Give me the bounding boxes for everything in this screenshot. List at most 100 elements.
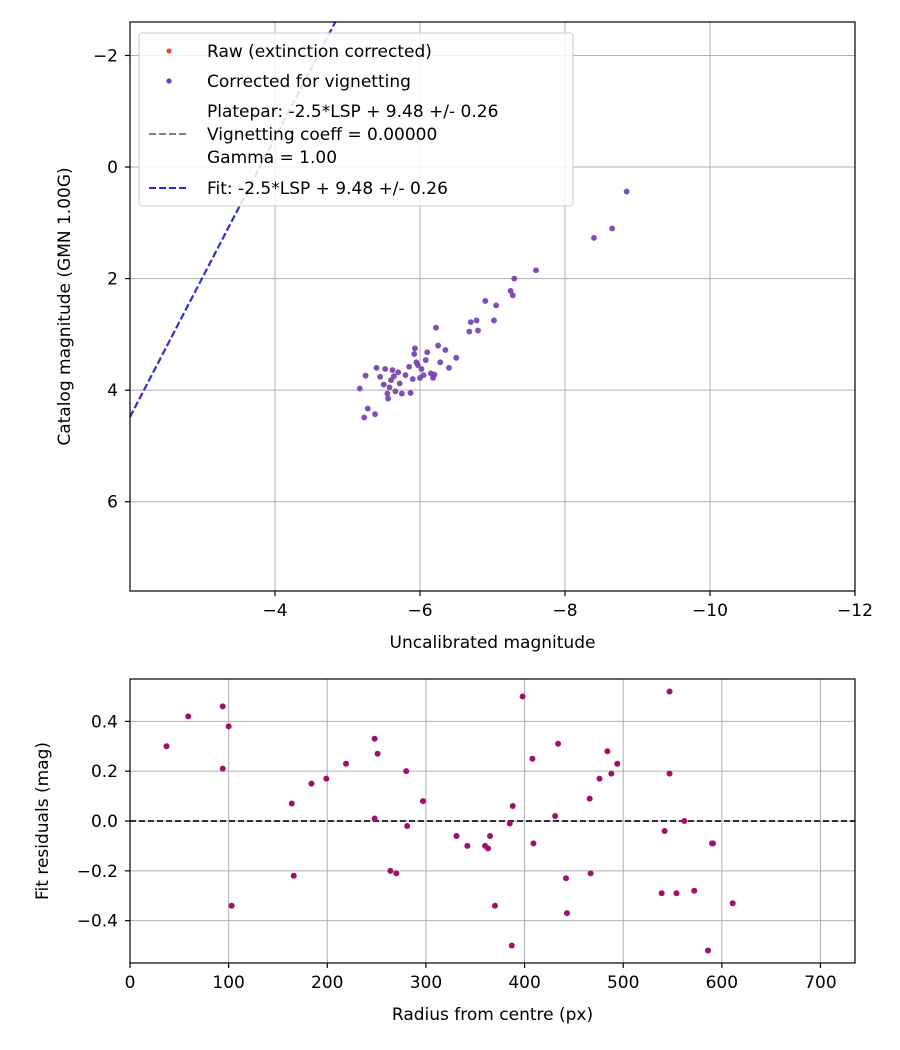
corrected-point bbox=[384, 390, 391, 397]
residual-point bbox=[419, 798, 426, 805]
residual-point bbox=[555, 740, 562, 747]
corrected-point bbox=[411, 351, 418, 357]
corrected-point bbox=[391, 373, 397, 380]
legend-gamma-text: Gamma = 1.00 bbox=[207, 148, 337, 168]
residual-point bbox=[371, 735, 378, 742]
residual-point bbox=[464, 842, 471, 849]
top-y-tick-label: 4 bbox=[107, 381, 118, 401]
bot-y-tick-label: 0.0 bbox=[91, 812, 118, 832]
residual-point bbox=[587, 870, 594, 877]
top-ticks: −4 −6 −8 −10 −12 −2 0 2 4 6 bbox=[93, 46, 873, 621]
residual-point bbox=[705, 947, 712, 954]
corrected-point bbox=[422, 357, 429, 363]
corrected-point bbox=[402, 372, 409, 379]
corrected-point bbox=[491, 317, 497, 324]
top-y-axis-label: Catalog magnitude (GMN 1.00G) bbox=[55, 167, 75, 445]
corrected-point bbox=[509, 292, 516, 299]
corrected-point bbox=[389, 367, 396, 373]
top-x-axis-label: Uncalibrated magnitude bbox=[390, 633, 596, 653]
residual-point bbox=[563, 910, 570, 917]
top-x-tick-label: −8 bbox=[552, 601, 577, 621]
residual-point bbox=[709, 840, 716, 847]
legend: Raw (extinction corrected) Corrected for… bbox=[138, 32, 574, 207]
corrected-point bbox=[623, 188, 630, 195]
bot-x-tick-label: 200 bbox=[311, 973, 343, 993]
corrected-point bbox=[467, 319, 474, 326]
corrected-point bbox=[475, 327, 481, 334]
top-y-tick-label: −2 bbox=[93, 46, 118, 66]
bottom-x-axis-label: Radius from centre (px) bbox=[392, 1005, 593, 1025]
calibration-plot: −4 −6 −8 −10 −12 −2 0 2 4 6 Uncalibrated magnitud… bbox=[55, 21, 873, 653]
residuals-plot: 0 100 200 300 400 500 600 7000.40.20.0−0.2−0.4 … bbox=[33, 678, 856, 1025]
residual-point bbox=[529, 755, 536, 762]
corrected-point bbox=[362, 372, 369, 379]
top-y-tick-label: 6 bbox=[107, 493, 118, 513]
residual-point bbox=[343, 760, 350, 767]
corrected-point bbox=[398, 390, 405, 397]
residual-point bbox=[506, 820, 513, 827]
corrected-point bbox=[382, 366, 389, 372]
bot-x-tick-label: 400 bbox=[508, 973, 540, 993]
corrected-point bbox=[412, 345, 418, 352]
residual-point bbox=[729, 900, 736, 907]
legend-fit-label: Fit: -2.5*LSP + 9.48 +/- 0.26 bbox=[207, 179, 448, 199]
corrected-point bbox=[396, 380, 403, 387]
bottom-points bbox=[163, 688, 736, 954]
corrected-point bbox=[418, 366, 425, 372]
bottom-y-axis-label: Fit residuals (mag) bbox=[33, 742, 53, 900]
residual-point bbox=[404, 822, 411, 829]
legend-platepar-text: Platepar: -2.5*LSP + 9.48 +/- 0.26 bbox=[207, 102, 498, 122]
corrected-point bbox=[466, 328, 473, 335]
legend-vignetting-text: Vignetting coeff = 0.00000 bbox=[207, 125, 437, 145]
residual-point bbox=[596, 775, 603, 782]
corrected-point bbox=[431, 371, 438, 378]
corrected-point bbox=[493, 302, 500, 309]
corrected-point bbox=[424, 349, 431, 356]
corrected-point bbox=[414, 362, 421, 368]
corrected-point bbox=[386, 384, 393, 391]
residual-point bbox=[562, 875, 569, 882]
bot-x-tick-label: 100 bbox=[212, 973, 244, 993]
residual-point bbox=[666, 770, 673, 777]
top-points bbox=[356, 188, 630, 421]
bot-y-tick-label: −0.4 bbox=[77, 912, 118, 932]
corrected-point bbox=[407, 390, 414, 396]
corrected-point bbox=[591, 234, 597, 241]
corrected-point bbox=[507, 287, 514, 294]
top-x-tick-label: −10 bbox=[692, 601, 728, 621]
residual-point bbox=[491, 902, 498, 909]
top-y-tick-label: 2 bbox=[107, 270, 118, 290]
corrected-point bbox=[533, 267, 539, 274]
corrected-point bbox=[446, 364, 452, 371]
legend-raw-label: Raw (extinction corrected) bbox=[207, 42, 432, 62]
residual-point bbox=[228, 902, 235, 909]
corrected-point bbox=[356, 385, 363, 392]
legend-raw-marker bbox=[166, 48, 172, 54]
bottom-ticks: 0 100 200 300 400 500 600 700 0.4 0.2 0.0 −0.2 −0.4 bbox=[77, 712, 837, 993]
corrected-point bbox=[395, 369, 402, 376]
residual-point bbox=[163, 743, 170, 750]
residual-point bbox=[681, 818, 688, 824]
residual-point bbox=[323, 775, 330, 782]
bot-y-tick-label: 0.4 bbox=[91, 712, 118, 732]
corrected-point bbox=[361, 414, 368, 421]
residual-point bbox=[530, 840, 537, 847]
corrected-point bbox=[609, 225, 616, 232]
residual-point bbox=[604, 748, 611, 755]
corrected-point bbox=[442, 347, 449, 353]
residual-point bbox=[666, 688, 673, 695]
top-y-tick-label: 0 bbox=[107, 158, 118, 178]
corrected-point bbox=[453, 354, 460, 361]
residual-point bbox=[586, 795, 593, 802]
corrected-point bbox=[420, 372, 427, 379]
bot-x-tick-label: 600 bbox=[706, 973, 738, 993]
residual-point bbox=[691, 887, 698, 894]
residual-point bbox=[371, 815, 378, 822]
residual-point bbox=[658, 890, 665, 897]
corrected-point bbox=[372, 411, 378, 418]
corrected-point bbox=[435, 342, 442, 349]
corrected-point bbox=[482, 298, 489, 304]
corrected-point bbox=[392, 388, 399, 395]
corrected-point bbox=[380, 381, 387, 388]
residual-point bbox=[508, 942, 515, 949]
